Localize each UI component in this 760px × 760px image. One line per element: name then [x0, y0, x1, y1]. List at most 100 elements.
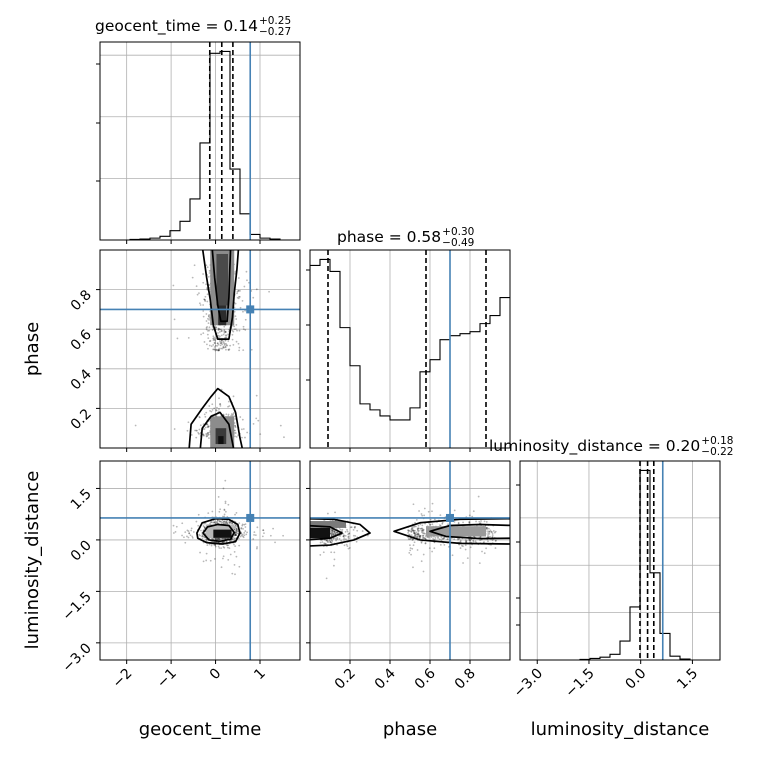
scatter-point: [218, 328, 221, 330]
scatter-point: [329, 541, 332, 543]
scatter-point: [223, 346, 225, 349]
scatter-point: [181, 534, 183, 537]
scatter-point: [216, 342, 219, 345]
scatter-point: [238, 349, 241, 352]
scatter-point: [416, 527, 419, 530]
scatter-point: [213, 407, 216, 410]
scatter-point: [239, 289, 241, 292]
scatter-point: [218, 538, 220, 540]
scatter-point: [326, 512, 329, 515]
scatter-point: [429, 523, 432, 526]
scatter-point: [195, 429, 198, 432]
scatter-point: [204, 415, 207, 418]
scatter-point: [208, 437, 210, 439]
x-tick-label: 0.0: [622, 666, 649, 693]
scatter-point: [416, 536, 419, 539]
scatter-point: [202, 524, 205, 527]
histogram-bin: [180, 221, 190, 240]
scatter-point: [418, 529, 420, 532]
scatter-point: [488, 530, 491, 533]
scatter-point: [244, 526, 247, 528]
scatter-point: [468, 522, 471, 525]
scatter-point: [218, 348, 220, 351]
scatter-point: [338, 537, 341, 540]
scatter-point: [242, 535, 244, 538]
scatter-point: [356, 529, 359, 532]
scatter-point: [229, 344, 232, 347]
scatter-point: [227, 333, 230, 336]
scatter-point: [441, 537, 444, 540]
scatter-point: [217, 327, 220, 330]
scatter-point: [172, 524, 175, 527]
scatter-point: [333, 537, 335, 540]
scatter-point: [465, 540, 468, 543]
scatter-point: [221, 343, 224, 346]
contour-inner: [202, 523, 236, 543]
scatter-point: [233, 543, 235, 546]
scatter-point: [225, 336, 228, 339]
scatter-point: [219, 342, 222, 344]
scatter-point: [172, 532, 175, 534]
truth-lines: [100, 250, 300, 448]
density-cell: [310, 521, 346, 528]
scatter-point: [208, 315, 210, 318]
scatter-point: [203, 536, 206, 539]
scatter-point: [326, 539, 328, 542]
scatter-point: [243, 285, 246, 288]
scatter-point: [421, 531, 423, 534]
scatter-point: [202, 273, 205, 275]
scatter-point: [216, 538, 219, 540]
density-cell: [426, 526, 486, 537]
scatter-point: [412, 529, 415, 532]
scatter-point: [222, 515, 224, 518]
scatter-point: [412, 544, 415, 547]
scatter-point: [488, 527, 490, 530]
scatter-point: [256, 526, 259, 529]
scatter-point: [332, 537, 335, 540]
scatter-point: [213, 341, 216, 344]
scatter-point: [203, 428, 206, 431]
scatter-point: [231, 333, 234, 336]
scatter-point: [413, 532, 415, 535]
scatter-point: [205, 435, 208, 438]
title-plus: +0.25: [259, 15, 291, 27]
scatter-point: [240, 527, 243, 529]
scatter-point: [187, 536, 190, 539]
density-cell: [218, 436, 224, 445]
scatter-point: [481, 550, 483, 553]
scatter-point: [196, 429, 198, 432]
scatter-point: [242, 328, 245, 331]
scatter-point: [218, 335, 221, 338]
histogram-bin: [670, 656, 680, 660]
quantile-lines: [639, 461, 655, 660]
scatter-point: [330, 531, 333, 534]
scatter-point: [465, 540, 467, 543]
scatter-point: [336, 536, 339, 539]
scatter-point: [206, 426, 209, 428]
scatter-point: [238, 537, 240, 540]
scatter-point: [434, 537, 437, 539]
scatter-point: [238, 295, 240, 298]
scatter-point: [224, 521, 226, 524]
scatter-point: [464, 548, 467, 551]
scatter-point: [210, 521, 213, 523]
histogram-bin: [470, 332, 480, 448]
histogram-bin: [350, 366, 360, 448]
scatter-point: [410, 530, 413, 533]
scatter-point: [331, 534, 333, 536]
panel-frame: [99, 249, 301, 449]
scatter-point: [227, 558, 230, 561]
scatter-point: [423, 537, 425, 539]
scatter-point: [459, 539, 462, 542]
scatter-point: [348, 532, 350, 535]
scatter-point: [217, 496, 220, 498]
scatter-point: [223, 342, 226, 345]
scatter-point: [413, 532, 416, 534]
scatter-point: [424, 537, 427, 540]
scatter-point: [413, 529, 415, 532]
scatter-point: [197, 431, 200, 434]
scatter-point: [478, 562, 481, 564]
scatter-point: [206, 300, 209, 303]
scatter-point: [224, 339, 227, 342]
scatter-point: [417, 533, 420, 536]
